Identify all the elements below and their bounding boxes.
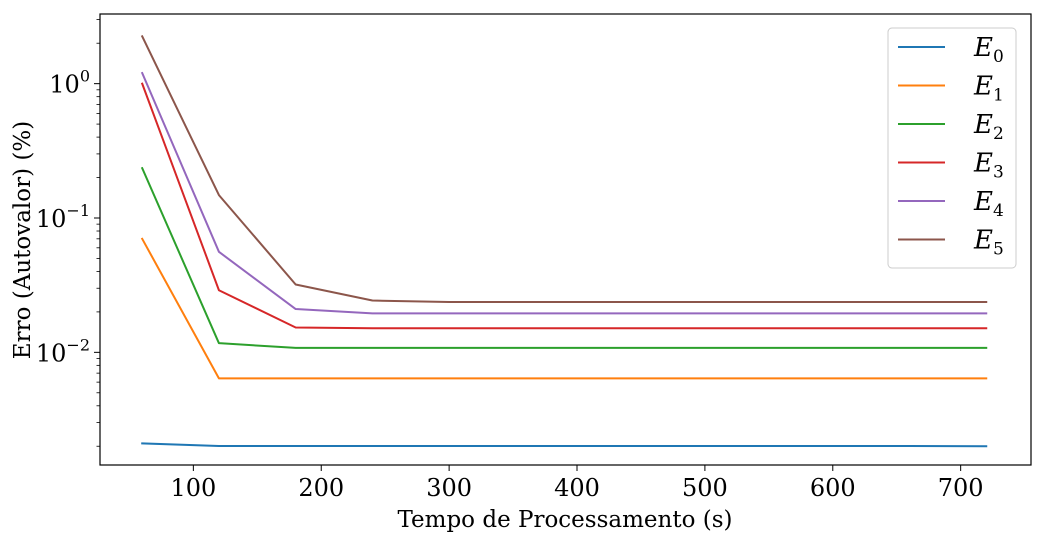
series-line-e4 — [140, 71, 988, 315]
series-line-e1 — [140, 237, 988, 380]
x-tick-label: 300 — [426, 474, 472, 502]
x-tick-label: 500 — [682, 474, 728, 502]
y-axis-ticks: 10−2 10−1 100 — [36, 19, 100, 447]
series-line-e5 — [140, 35, 988, 303]
y-tick-label: 10−2 — [36, 335, 90, 367]
y-tick-label: 10−1 — [36, 201, 90, 233]
y-axis-label: Erro (Autovalor) (%) — [10, 121, 36, 359]
x-tick-label: 200 — [298, 474, 344, 502]
x-tick-label: 100 — [170, 474, 216, 502]
legend-box — [887, 27, 1017, 269]
plot-frame — [99, 13, 1032, 466]
series-line-e0 — [141, 442, 988, 448]
legend-label-e4: E4 — [973, 187, 1004, 221]
series-line-e3 — [140, 82, 988, 330]
legend-label-e5: E5 — [973, 226, 1004, 260]
x-axis-ticks: 100 200 300 400 500 600 700 — [170, 465, 984, 502]
legend-label-e3: E3 — [973, 149, 1004, 183]
x-tick-label: 400 — [554, 474, 600, 502]
y-tick-label: 100 — [49, 67, 90, 99]
plot-area — [100, 14, 1031, 465]
series-line-e2 — [140, 166, 988, 349]
legend-label-e1: E1 — [973, 72, 1004, 106]
x-tick-label: 600 — [810, 474, 856, 502]
x-axis-label: Tempo de Processamento (s) — [397, 507, 732, 533]
legend-label-e2: E2 — [973, 110, 1004, 144]
legend-label-e0: E0 — [973, 33, 1004, 67]
legend: E0 E1 E2 E3 E4 E5 — [887, 27, 1017, 269]
x-tick-label: 700 — [938, 474, 984, 502]
series-layer — [140, 35, 988, 448]
